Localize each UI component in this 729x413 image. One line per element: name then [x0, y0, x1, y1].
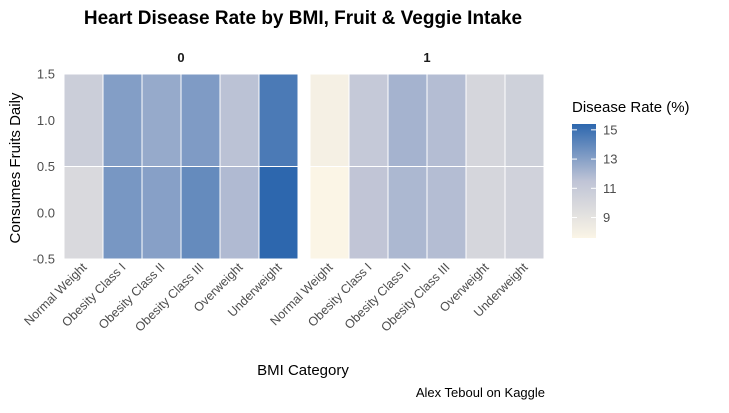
x-tick-label: Obesity Class III [378, 260, 452, 334]
legend-title: Disease Rate (%) [572, 99, 690, 116]
heatmap-tile [102, 73, 143, 167]
heatmap-tile [348, 73, 389, 167]
heatmap-tile [465, 166, 506, 260]
y-tick-label: -0.5 [33, 252, 55, 267]
heatmap-tile [258, 73, 299, 167]
y-tick-label: 1.0 [37, 113, 55, 128]
heatmap-tile [63, 166, 104, 260]
heatmap-tile [180, 166, 221, 260]
y-tick-label: 0.0 [37, 205, 55, 220]
heatmap-tile [141, 73, 182, 167]
legend-tick-label: 9 [603, 210, 610, 225]
facet-label: 0 [177, 50, 184, 65]
legend-tick-label: 13 [603, 152, 617, 167]
heatmap-tile [219, 166, 260, 260]
heatmap-tile [63, 73, 104, 167]
chart-title: Heart Disease Rate by BMI, Fruit & Veggi… [84, 8, 522, 29]
heatmap-tile [426, 73, 467, 167]
heatmap-tile [102, 166, 143, 260]
heatmap-tile [465, 73, 506, 167]
heatmap-tile [504, 73, 545, 167]
heatmap-tile [387, 73, 428, 167]
legend-tick-label: 11 [603, 181, 617, 196]
legend-tick-label: 15 [603, 122, 617, 137]
heatmap-tile [504, 166, 545, 260]
x-axis-label: BMI Category [257, 362, 349, 379]
heatmap-tile [180, 73, 221, 167]
y-axis-ticks: -0.5 0.0 0.5 1.0 1.5 [33, 67, 55, 267]
x-tick-label: Obesity Class III [132, 260, 206, 334]
heatmap-tile [426, 166, 467, 260]
facet-label: 1 [423, 50, 430, 65]
caption: Alex Teboul on Kaggle [416, 385, 545, 400]
y-tick-label: 0.5 [37, 159, 55, 174]
heatmap-tile [219, 73, 260, 167]
legend-ticks: 9 11 13 15 [572, 122, 617, 225]
legend-colorbar [572, 124, 596, 238]
legend: Disease Rate (%) 9 11 13 15 [572, 99, 690, 238]
heatmap-tile [258, 166, 299, 260]
y-tick-label: 1.5 [37, 67, 55, 82]
heatmap-tile [387, 166, 428, 260]
heatmap-tile [141, 166, 182, 260]
heatmap-tile [348, 166, 389, 260]
heatmap-tile [309, 73, 350, 167]
heatmap-tile [309, 166, 350, 260]
y-axis-label: Consumes Fruits Daily [7, 92, 24, 243]
